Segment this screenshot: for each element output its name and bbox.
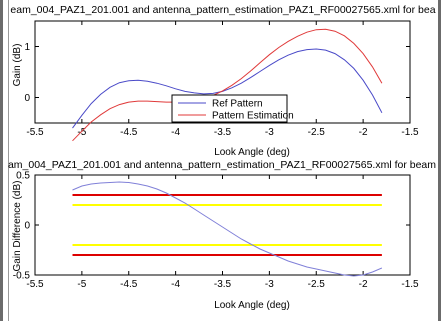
- y-tick-label-bottom: 0: [24, 221, 30, 232]
- x-tick-label-top: -4: [171, 127, 180, 138]
- x-tick-label-bottom: -3: [265, 279, 274, 290]
- x-tick-label-bottom: -2.5: [308, 279, 326, 290]
- window-frame-left: [0, 0, 3, 321]
- legend-label: Ref Pattern: [212, 99, 263, 110]
- legend-box: [171, 94, 288, 123]
- x-tick-label-top: -4.5: [120, 127, 138, 138]
- x-tick-label-top: -2: [359, 127, 368, 138]
- x-tick-label-bottom: -2: [359, 279, 368, 290]
- x-tick-label-top: -5: [77, 127, 86, 138]
- plot-area-top: -5.5 -5 -4.5 -4 -3.5 -3 -2.5 -2 -1.5 0 1 Ref Patter…: [24, 20, 419, 142]
- y-axis-label-top: Gain (dB): [12, 44, 23, 87]
- y-tick-label-bottom: -0.5: [13, 271, 31, 282]
- x-tick-label-bottom: -1.5: [401, 279, 419, 290]
- window-frame-inner-left: [8, 0, 9, 321]
- chart-title-bottom: am_004_PAZ1_201.001 and antenna_pattern_…: [8, 159, 436, 171]
- y-tick-label-bottom: 0.5: [16, 171, 30, 182]
- x-axis-label-top: Look Angle (deg): [214, 147, 290, 158]
- plot-area-bottom: -5.5 -5 -4.5 -4 -3.5 -3 -2.5 -2 -1.5 -0.5 0 0.5: [13, 171, 419, 291]
- x-tick-label-top: -1.5: [401, 127, 419, 138]
- series-line-pattern-estimation: [72, 28, 383, 142]
- y-tick-label-top: 0: [24, 93, 30, 104]
- x-tick-label-top: -3: [265, 127, 274, 138]
- x-axis-label-bottom: Look Angle (deg): [214, 300, 290, 311]
- axes-box-bottom: [34, 174, 411, 276]
- x-tick-label-bottom: -4.5: [120, 279, 138, 290]
- y-tick-label-top: 1: [24, 42, 30, 53]
- x-tick-label-top: -5.5: [26, 127, 44, 138]
- x-tick-label-top: -3.5: [214, 127, 232, 138]
- x-tick-label-top: -2.5: [308, 127, 326, 138]
- x-tick-label-bottom: -3.5: [214, 279, 232, 290]
- chart-title-top: eam_004_PAZ1_201.001 and antenna_pattern…: [10, 4, 435, 16]
- y-axis-label-bottom: Gain Difference (dB): [12, 181, 23, 272]
- x-tick-label-bottom: -5: [77, 279, 86, 290]
- series-line-ref-pattern: [72, 48, 383, 129]
- x-tick-label-bottom: -5.5: [26, 279, 44, 290]
- x-tick-label-bottom: -4: [171, 279, 180, 290]
- series-line-gain-difference: [72, 181, 383, 277]
- window-frame-right: [438, 0, 441, 321]
- legend-label: Pattern Estimation: [212, 111, 294, 122]
